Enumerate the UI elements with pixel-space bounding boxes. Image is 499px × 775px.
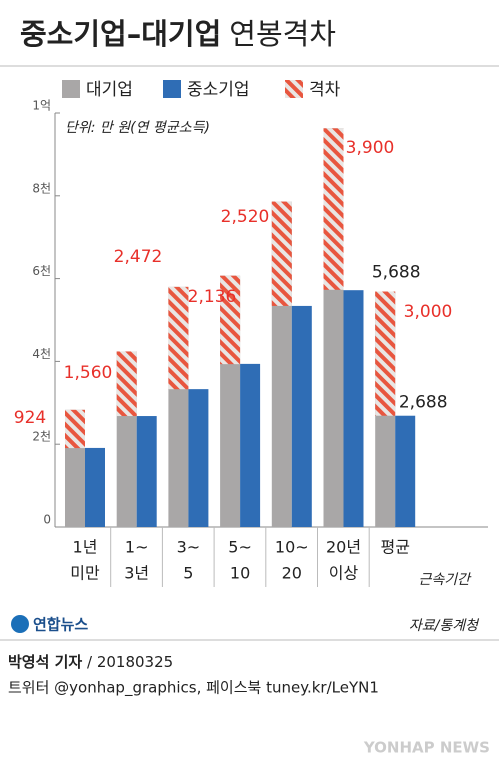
legend-swatch [285,80,303,98]
bar-small [85,447,105,527]
x-tick-label: 1년 [73,538,98,557]
legend-label: 격차 [309,80,341,100]
unit-note: 단위: 만 원(연 평균소득) [65,120,210,136]
gap-label: 3,000 [404,302,453,322]
x-tick-label: 20년 [326,538,361,557]
x-tick-label: 3년 [124,564,149,583]
value-label: 2,688 [399,393,448,413]
chart-title: 중소기업–대기업 연봉격차 [20,17,336,51]
y-tick-label: 4천 [32,346,51,361]
bar-gap [168,286,189,390]
gap-label: 2,520 [221,207,270,227]
gap-label: 2,472 [114,247,163,267]
bar-gap [220,275,241,365]
title-main: 중소기업–대기업 [20,17,221,51]
x-label: 근속기간 [418,572,472,588]
bar-small [395,415,416,527]
byline: 박영석 기자 [8,653,82,671]
source: 자료/통계청 [409,618,480,634]
x-tick-label: 1~ [125,538,149,557]
legend-swatch [163,80,181,98]
x-tick-label: 10~ [275,538,309,557]
y-tick-label: 2천 [32,429,51,444]
credit: 박영석 기자 / 20180325 [8,653,173,671]
y-tick-label: 0 [43,513,51,527]
date: 20180325 [97,653,173,671]
bar-small [188,389,209,527]
gap-label: 924 [14,408,46,428]
x-tick-label: 이상 [329,564,359,583]
y-tick-label: 6천 [32,263,51,278]
bar-gap [323,128,344,290]
bar-gap [375,291,396,416]
legend-label: 중소기업 [187,80,250,100]
logo: 연합뉴스 [33,616,88,634]
logo-icon [11,615,29,633]
bar-gap [65,409,85,449]
legend-label: 대기업 [86,80,133,100]
bar-small [343,290,364,527]
bar-gap [271,201,292,306]
bar-small [291,305,312,527]
bar-small [136,416,157,527]
title-rest: 연봉격차 [229,17,336,51]
y-tick-label: 8천 [32,180,51,195]
bar-gap [116,351,137,417]
x-tick-label: 3~ [177,538,201,557]
x-tick-label: 5~ [228,538,252,557]
bar-small [240,363,261,527]
x-tick-label: 20 [282,564,302,583]
x-tick-label: 미만 [70,564,100,583]
watermark: YONHAP NEWS [363,739,490,757]
gap-label: 3,900 [346,138,395,158]
social: 트위터 @yonhap_graphics, 페이스북 tuney.kr/LeYN… [8,679,379,698]
gap-label: 1,560 [64,363,113,383]
value-label: 5,688 [372,263,421,283]
legend-swatch [62,80,80,98]
gap-label: 2,136 [188,287,237,307]
x-tick-label: 10 [230,564,250,583]
y-tick-label: 1억 [32,99,51,113]
x-tick-label: 평균 [380,538,409,557]
sep: / [82,653,97,671]
x-tick-label: 5 [183,564,193,583]
